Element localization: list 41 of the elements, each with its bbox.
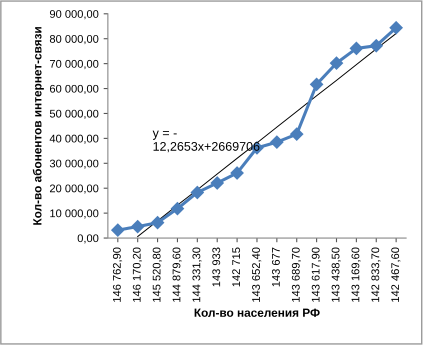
y-tick-label: 10 000,00 — [50, 209, 98, 219]
x-tick-label: 142 715 — [232, 248, 240, 286]
y-tick-label: 20 000,00 — [50, 184, 98, 194]
point — [111, 223, 124, 237]
y-tick-label: 40 000,00 — [50, 134, 98, 144]
y-tick-label: 80 000,00 — [50, 34, 98, 44]
y-tick-label: 70 000,00 — [50, 60, 98, 70]
point — [330, 56, 344, 70]
x-tick-label: 144 879,60 — [172, 248, 182, 302]
x-tick-label: 143 617,90 — [312, 248, 321, 302]
y-axis-title: Кол-во абонентов интернет-связи — [32, 27, 44, 225]
point — [170, 202, 184, 216]
point — [390, 21, 403, 34]
point — [310, 78, 324, 91]
x-tick-label: 143 933 — [212, 248, 220, 286]
y-tick-label: 30 000,00 — [50, 160, 98, 169]
x-tick-label: 143 652,40 — [252, 248, 262, 302]
point — [270, 136, 284, 149]
y-tick-label: 60 000,00 — [50, 84, 98, 94]
point — [230, 166, 244, 180]
point — [370, 39, 383, 52]
y-tick-label: 90 000,00 — [50, 10, 98, 20]
x-tick-label: 146 170,20 — [132, 248, 142, 302]
x-tick-label: 142 833,70 — [371, 248, 381, 302]
x-tick-label: 143 689,70 — [292, 248, 302, 302]
y-tick-label: 50 000,00 — [50, 110, 98, 119]
point — [210, 176, 224, 190]
x-tick-label: 143 169,60 — [351, 248, 361, 302]
x-axis-title: Кол-во населения РФ — [194, 308, 320, 317]
point — [190, 186, 204, 200]
x-tick-label: 143 438,50 — [332, 248, 341, 302]
x-tick-label: 144 331,30 — [192, 248, 202, 302]
x-tick-label: 143 677 — [272, 248, 280, 286]
y-tick-label: 0,00 — [78, 234, 98, 244]
x-tick-label: 145 520,80 — [152, 248, 162, 302]
x-tick-label: 142 467,60 — [391, 248, 400, 302]
point — [131, 220, 144, 234]
point — [350, 42, 363, 56]
x-tick-label: 146 762,90 — [112, 248, 122, 302]
point — [150, 216, 164, 230]
point — [290, 128, 304, 141]
